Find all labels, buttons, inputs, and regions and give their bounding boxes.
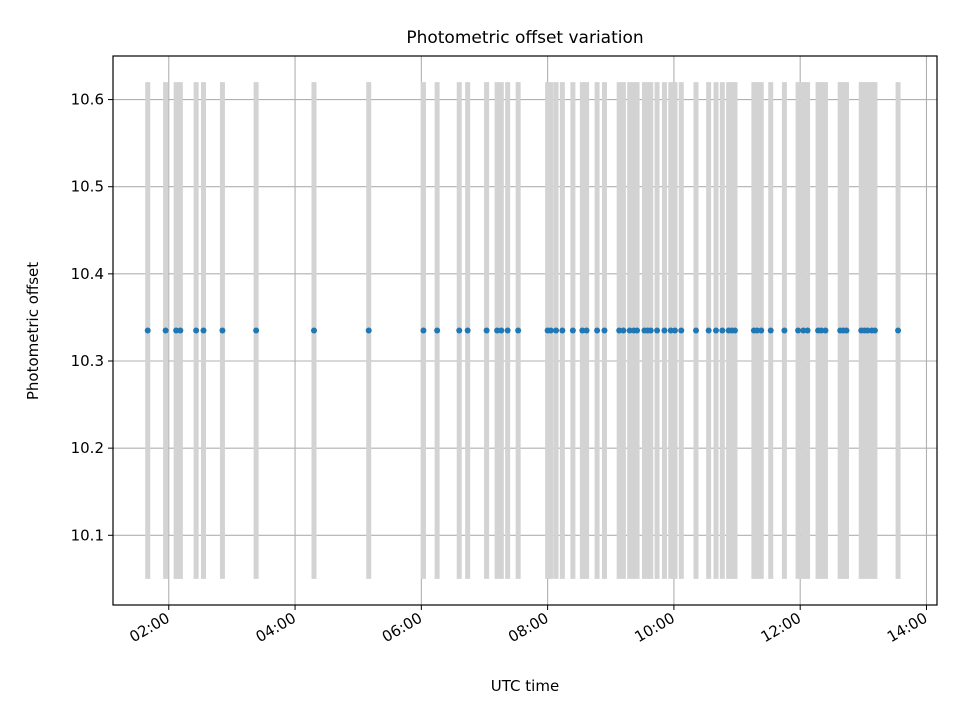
data-point <box>456 327 463 334</box>
data-point <box>464 327 471 334</box>
x-axis-label: UTC time <box>491 677 559 695</box>
data-point <box>579 327 586 334</box>
data-point <box>693 327 700 334</box>
y-tick-label: 10.4 <box>71 265 104 283</box>
data-point <box>616 327 623 334</box>
data-point <box>626 327 633 334</box>
data-point <box>822 327 829 334</box>
data-point <box>420 327 427 334</box>
data-point <box>871 327 878 334</box>
data-point <box>800 327 807 334</box>
data-point <box>719 327 726 334</box>
y-tick-label: 10.2 <box>71 439 104 457</box>
data-point <box>173 327 180 334</box>
data-point <box>504 327 511 334</box>
data-point <box>553 327 560 334</box>
data-point <box>818 327 825 334</box>
data-point <box>671 327 678 334</box>
data-point <box>864 327 871 334</box>
data-point <box>843 327 850 334</box>
data-point <box>758 327 765 334</box>
y-tick-label: 10.3 <box>71 352 104 370</box>
chart-title: Photometric offset variation <box>406 28 643 48</box>
data-point <box>804 327 811 334</box>
data-point <box>705 327 712 334</box>
data-point <box>713 327 720 334</box>
data-point <box>654 327 661 334</box>
data-point <box>781 327 788 334</box>
data-point <box>620 327 627 334</box>
plot-area-frame <box>112 55 938 606</box>
data-point <box>754 327 761 334</box>
data-point <box>667 327 674 334</box>
data-point <box>144 327 151 334</box>
data-point <box>559 327 566 334</box>
y-tick-label: 10.6 <box>71 91 104 109</box>
data-point <box>583 327 590 334</box>
data-point <box>253 327 260 334</box>
data-point <box>177 327 184 334</box>
data-point <box>365 327 372 334</box>
data-point <box>795 327 802 334</box>
data-point <box>731 327 738 334</box>
data-point <box>601 327 608 334</box>
data-point <box>678 327 685 334</box>
data-point <box>498 327 505 334</box>
data-point <box>767 327 774 334</box>
data-point <box>193 327 200 334</box>
data-point <box>569 327 576 334</box>
data-point <box>547 327 554 334</box>
data-point <box>200 327 207 334</box>
y-axis-ticks: 10.1 10.2 10.3 10.4 10.5 10.6 <box>71 91 113 544</box>
data-point-layer <box>144 327 902 334</box>
data-point <box>219 327 226 334</box>
data-point <box>494 327 501 334</box>
data-point <box>661 327 668 334</box>
data-point <box>162 327 169 334</box>
data-point <box>594 327 601 334</box>
data-point <box>634 327 641 334</box>
y-axis-label: Photometric offset <box>24 262 42 400</box>
y-tick-label: 10.1 <box>71 526 104 544</box>
data-point <box>895 327 902 334</box>
y-tick-label: 10.5 <box>71 178 104 196</box>
data-point <box>311 327 318 334</box>
data-point <box>515 327 522 334</box>
data-point <box>483 327 490 334</box>
data-point <box>647 327 654 334</box>
data-point <box>434 327 441 334</box>
